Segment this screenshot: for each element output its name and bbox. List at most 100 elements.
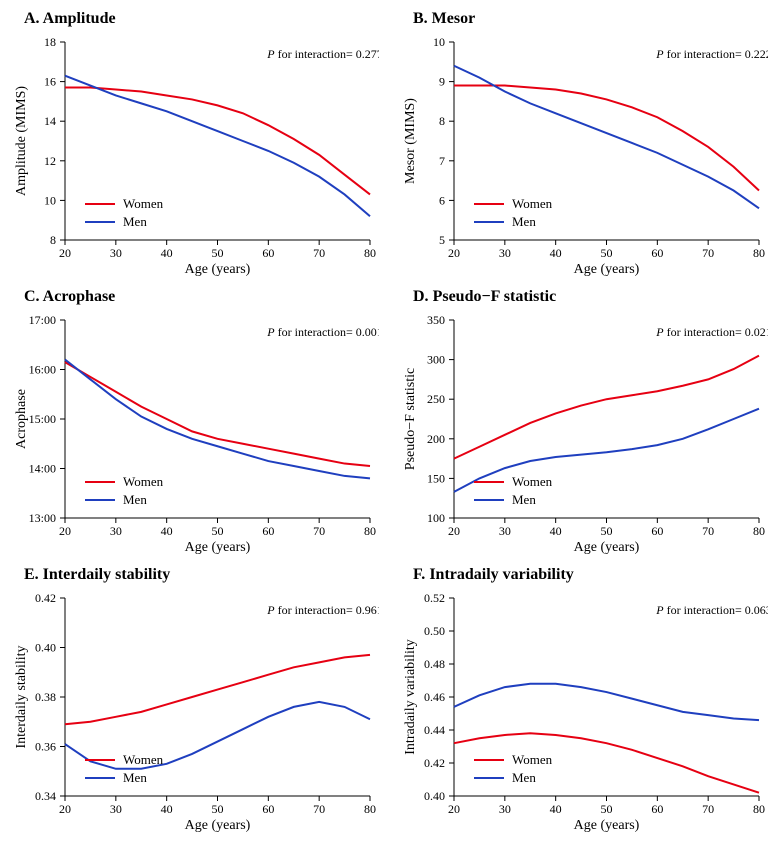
y-tick-label: 150	[427, 471, 445, 485]
y-tick-label: 13:00	[29, 511, 56, 525]
chart-d: 20304050607080Age (years)100150200250300…	[399, 308, 768, 558]
legend-label-men: Men	[123, 214, 147, 229]
y-tick-label: 0.52	[424, 591, 445, 605]
panel-title: F. Intradaily variability	[413, 566, 574, 584]
y-tick-label: 16	[44, 75, 56, 89]
y-axis-label: Mesor (MIMS)	[403, 98, 418, 184]
panel-letter: A.	[24, 10, 40, 27]
x-tick-label: 60	[651, 524, 663, 538]
panel-c: C. Acrophase20304050607080Age (years)13:…	[10, 288, 379, 556]
x-tick-label: 20	[59, 524, 71, 538]
legend-label-men: Men	[512, 492, 536, 507]
x-axis-label: Age (years)	[185, 262, 251, 277]
series-men	[454, 66, 759, 209]
legend-label-women: Women	[512, 196, 553, 211]
panel-title: A. Amplitude	[24, 10, 116, 28]
x-tick-label: 40	[550, 246, 562, 260]
chart-b: 20304050607080Age (years)5678910Mesor (M…	[399, 30, 768, 280]
x-tick-label: 30	[110, 524, 122, 538]
legend-label-women: Women	[512, 474, 553, 489]
series-women	[454, 86, 759, 191]
legend-label-men: Men	[512, 770, 536, 785]
y-tick-label: 7	[439, 154, 445, 168]
y-tick-label: 200	[427, 432, 445, 446]
y-tick-label: 0.42	[424, 756, 445, 770]
y-tick-label: 14:00	[29, 462, 56, 476]
y-tick-label: 250	[427, 392, 445, 406]
panel-title: E. Interdaily stability	[24, 566, 170, 584]
chart-e: 20304050607080Age (years)0.340.360.380.4…	[10, 586, 379, 836]
x-tick-label: 80	[364, 246, 376, 260]
x-tick-label: 60	[262, 246, 274, 260]
legend-label-women: Women	[123, 474, 164, 489]
y-axis-label: Acrophase	[14, 389, 29, 449]
panel-title: C. Acrophase	[24, 288, 115, 306]
legend-label-women: Women	[123, 752, 164, 767]
panel-letter: E.	[24, 566, 39, 583]
y-tick-label: 16:00	[29, 363, 56, 377]
x-tick-label: 70	[702, 802, 714, 816]
y-tick-label: 8	[50, 233, 56, 247]
panel-title-text: Acrophase	[40, 288, 116, 305]
axis	[454, 320, 759, 518]
x-axis-label: Age (years)	[574, 262, 640, 277]
series-women	[65, 655, 370, 724]
y-tick-label: 0.46	[424, 690, 445, 704]
legend-label-women: Women	[123, 196, 164, 211]
y-tick-label: 0.40	[424, 789, 445, 803]
x-tick-label: 20	[448, 524, 460, 538]
panel-letter: B.	[413, 10, 428, 27]
series-men	[454, 409, 759, 492]
x-tick-label: 50	[212, 246, 224, 260]
x-axis-label: Age (years)	[185, 818, 251, 833]
x-tick-label: 70	[313, 246, 325, 260]
legend-label-men: Men	[123, 770, 147, 785]
x-tick-label: 80	[364, 802, 376, 816]
panel-title: B. Mesor	[413, 10, 475, 28]
y-tick-label: 0.44	[424, 723, 445, 737]
y-tick-label: 0.34	[35, 789, 56, 803]
series-men	[454, 684, 759, 720]
panel-e: E. Interdaily stability20304050607080Age…	[10, 566, 379, 834]
chart-c: 20304050607080Age (years)13:0014:0015:00…	[10, 308, 379, 558]
x-tick-label: 80	[753, 524, 765, 538]
axis	[454, 42, 759, 240]
x-tick-label: 70	[313, 802, 325, 816]
legend-label-men: Men	[123, 492, 147, 507]
y-tick-label: 5	[439, 233, 445, 247]
panel-f: F. Intradaily variability20304050607080A…	[399, 566, 768, 834]
interaction-annotation: P for interaction= 0.961	[266, 603, 379, 617]
x-tick-label: 70	[702, 524, 714, 538]
x-tick-label: 70	[313, 524, 325, 538]
y-tick-label: 0.42	[35, 591, 56, 605]
y-tick-label: 0.40	[35, 641, 56, 655]
x-tick-label: 80	[753, 246, 765, 260]
x-tick-label: 30	[110, 246, 122, 260]
y-axis-label: Amplitude (MIMS)	[14, 86, 29, 196]
x-tick-label: 60	[262, 802, 274, 816]
series-women	[454, 356, 759, 459]
series-men	[65, 702, 370, 769]
x-tick-label: 60	[651, 246, 663, 260]
panel-title-text: Amplitude	[40, 10, 116, 27]
interaction-annotation: P for interaction= 0.001	[266, 325, 379, 339]
panel-letter: F.	[413, 566, 425, 583]
y-tick-label: 12	[44, 154, 56, 168]
x-tick-label: 50	[212, 524, 224, 538]
x-tick-label: 30	[110, 802, 122, 816]
y-tick-label: 0.50	[424, 624, 445, 638]
y-tick-label: 6	[439, 193, 445, 207]
x-tick-label: 80	[753, 802, 765, 816]
x-tick-label: 30	[499, 246, 511, 260]
panel-letter: C.	[24, 288, 40, 305]
y-tick-label: 10	[433, 35, 445, 49]
y-tick-label: 10	[44, 193, 56, 207]
panel-title: D. Pseudo−F statistic	[413, 288, 556, 306]
x-tick-label: 50	[212, 802, 224, 816]
x-tick-label: 20	[59, 246, 71, 260]
axis	[65, 42, 370, 240]
x-tick-label: 40	[161, 246, 173, 260]
series-women	[65, 362, 370, 466]
x-tick-label: 50	[601, 802, 613, 816]
x-axis-label: Age (years)	[574, 818, 640, 833]
